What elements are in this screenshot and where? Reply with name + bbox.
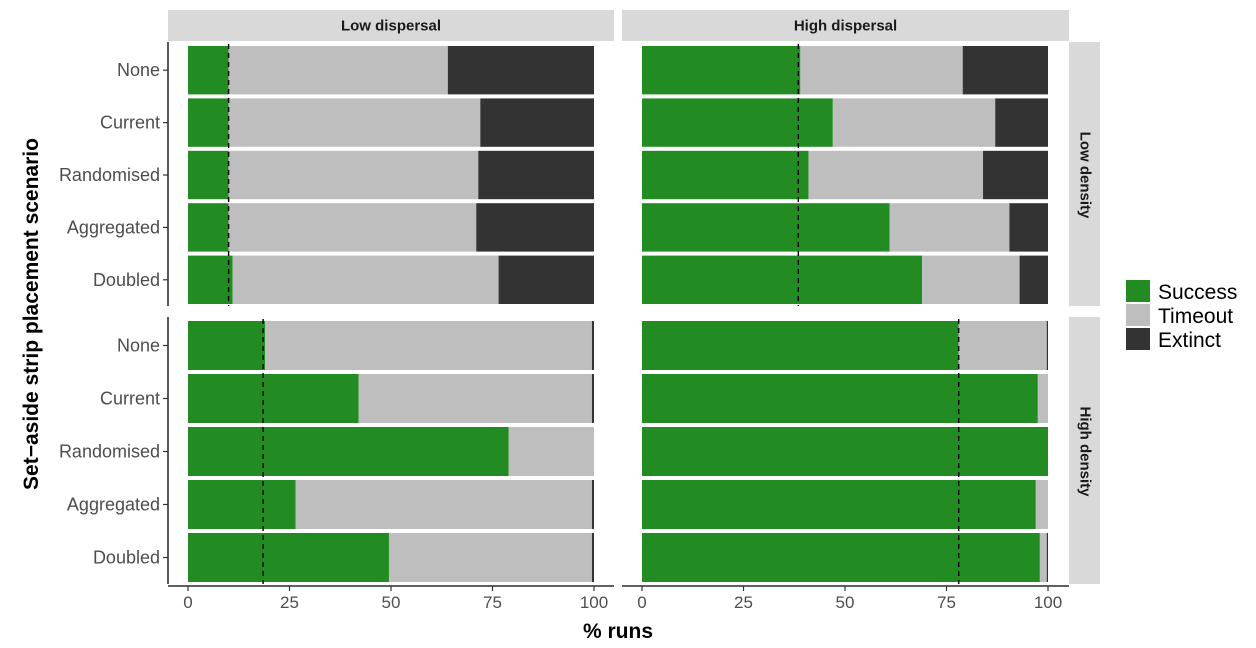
- y-tick-label-low-density-randomised: Randomised: [59, 165, 160, 185]
- bar-success-high-density-high-dispersal-current: [642, 374, 1038, 423]
- x-tick-label-low-dispersal-0: 0: [183, 593, 192, 612]
- bar-extinct-low-density-low-dispersal-current: [480, 98, 594, 147]
- bar-timeout-low-density-high-dispersal-randomised: [808, 150, 984, 200]
- bar-success-high-density-high-dispersal-randomised: [642, 427, 1048, 476]
- bar-extinct-low-density-high-dispersal-current: [995, 98, 1048, 147]
- x-tick-label-high-dispersal-75: 75: [937, 593, 956, 612]
- bar-extinct-low-density-low-dispersal-none: [447, 46, 594, 95]
- facet-strip-label-high-density: High density: [1077, 406, 1094, 497]
- x-tick-label-high-dispersal-100: 100: [1034, 593, 1062, 612]
- bar-timeout-low-density-low-dispersal-aggregated: [228, 203, 477, 252]
- bar-timeout-high-density-high-dispersal-aggregated: [1035, 480, 1048, 529]
- bar-success-low-density-low-dispersal-current: [188, 98, 229, 147]
- bar-extinct-low-density-low-dispersal-randomised: [478, 150, 594, 200]
- bar-extinct-high-density-low-dispersal-current: [591, 374, 594, 423]
- bar-success-high-density-low-dispersal-randomised: [188, 427, 509, 476]
- x-tick-label-low-dispersal-75: 75: [483, 593, 502, 612]
- bar-success-low-density-low-dispersal-aggregated: [188, 203, 229, 252]
- bar-success-low-density-low-dispersal-none: [188, 46, 229, 95]
- x-tick-label-low-dispersal-25: 25: [280, 593, 299, 612]
- facet-strip-high-dispersal: [622, 10, 1069, 41]
- bar-extinct-low-density-low-dispersal-aggregated: [476, 203, 594, 252]
- bar-extinct-high-density-high-dispersal-doubled: [1046, 533, 1048, 582]
- facet-strip-low-density: [1069, 42, 1100, 306]
- bar-success-high-density-high-dispersal-none: [642, 321, 959, 370]
- bar-extinct-low-density-high-dispersal-none: [962, 46, 1048, 95]
- bar-timeout-low-density-high-dispersal-aggregated: [889, 203, 1010, 252]
- x-tick-label-low-dispersal-50: 50: [382, 593, 401, 612]
- bar-timeout-high-density-low-dispersal-doubled: [388, 533, 592, 582]
- bar-extinct-high-density-low-dispersal-doubled: [591, 533, 594, 582]
- bar-timeout-high-density-high-dispersal-none: [958, 321, 1047, 370]
- bar-success-low-density-high-dispersal-randomised: [642, 150, 809, 200]
- bar-timeout-low-density-high-dispersal-current: [832, 98, 996, 147]
- facet-strip-label-low-dispersal: Low dispersal: [341, 18, 441, 35]
- y-tick-label-low-density-none: None: [117, 60, 160, 80]
- bar-success-low-density-high-dispersal-doubled: [642, 255, 923, 304]
- bar-success-low-density-high-dispersal-aggregated: [642, 203, 890, 252]
- facet-strip-label-high-dispersal: High dispersal: [794, 18, 897, 35]
- legend-key-extinct: [1126, 328, 1150, 350]
- bar-success-high-density-low-dispersal-none: [188, 321, 266, 370]
- facet-strip-high-density: [1069, 317, 1100, 584]
- y-tick-label-low-density-current: Current: [100, 113, 160, 133]
- bar-timeout-high-density-low-dispersal-current: [358, 374, 592, 423]
- bar-success-low-density-low-dispersal-randomised: [188, 150, 229, 200]
- x-tick-label-high-dispersal-25: 25: [734, 593, 753, 612]
- bar-timeout-high-density-low-dispersal-none: [265, 321, 592, 370]
- bar-extinct-low-density-high-dispersal-randomised: [983, 150, 1048, 200]
- bar-success-high-density-high-dispersal-aggregated: [642, 480, 1036, 529]
- bar-extinct-low-density-high-dispersal-aggregated: [1009, 203, 1048, 252]
- bar-timeout-high-density-high-dispersal-current: [1037, 374, 1048, 423]
- bar-success-high-density-low-dispersal-doubled: [188, 533, 389, 582]
- legend-key-success: [1126, 280, 1150, 302]
- bar-timeout-low-density-low-dispersal-randomised: [228, 150, 479, 200]
- y-axis-title: Set−aside strip placement scenario: [20, 138, 43, 490]
- bar-success-high-density-high-dispersal-doubled: [642, 533, 1040, 582]
- y-tick-label-high-density-randomised: Randomised: [59, 442, 160, 462]
- legend-key-timeout: [1126, 304, 1150, 326]
- bar-extinct-high-density-low-dispersal-aggregated: [591, 480, 594, 529]
- y-tick-label-high-density-none: None: [117, 336, 160, 356]
- y-tick-label-low-density-doubled: Doubled: [93, 270, 160, 290]
- bar-timeout-high-density-low-dispersal-randomised: [508, 427, 594, 476]
- bar-timeout-high-density-low-dispersal-aggregated: [295, 480, 592, 529]
- x-tick-label-high-dispersal-0: 0: [637, 593, 646, 612]
- bar-extinct-high-density-high-dispersal-none: [1046, 321, 1048, 370]
- y-tick-label-high-density-aggregated: Aggregated: [67, 495, 160, 515]
- facet-strip-label-low-density: Low density: [1077, 132, 1094, 219]
- x-tick-label-low-dispersal-100: 100: [580, 593, 608, 612]
- bar-timeout-low-density-low-dispersal-current: [228, 98, 481, 147]
- y-tick-label-high-density-current: Current: [100, 389, 160, 409]
- legend-label-success: Success: [1158, 281, 1237, 304]
- bar-extinct-low-density-high-dispersal-doubled: [1019, 255, 1048, 304]
- bar-success-low-density-low-dispersal-doubled: [188, 255, 233, 304]
- bar-extinct-high-density-low-dispersal-none: [591, 321, 594, 370]
- bar-timeout-low-density-high-dispersal-none: [800, 46, 963, 95]
- legend-label-timeout: Timeout: [1158, 305, 1233, 328]
- bar-success-low-density-high-dispersal-none: [642, 46, 801, 95]
- bar-success-low-density-high-dispersal-current: [642, 98, 833, 147]
- x-axis-title: % runs: [583, 620, 653, 643]
- bar-timeout-low-density-low-dispersal-none: [228, 46, 448, 95]
- bar-extinct-low-density-low-dispersal-doubled: [498, 255, 594, 304]
- bar-timeout-high-density-high-dispersal-doubled: [1039, 533, 1047, 582]
- facet-strip-low-dispersal: [168, 10, 614, 41]
- bar-timeout-low-density-low-dispersal-doubled: [232, 255, 499, 304]
- y-tick-label-high-density-doubled: Doubled: [93, 548, 160, 568]
- bar-timeout-low-density-high-dispersal-doubled: [922, 255, 1020, 304]
- bar-success-high-density-low-dispersal-aggregated: [188, 480, 296, 529]
- y-tick-label-low-density-aggregated: Aggregated: [67, 217, 160, 237]
- legend-label-extinct: Extinct: [1158, 329, 1221, 352]
- x-tick-label-high-dispersal-50: 50: [836, 593, 855, 612]
- bar-success-high-density-low-dispersal-current: [188, 374, 359, 423]
